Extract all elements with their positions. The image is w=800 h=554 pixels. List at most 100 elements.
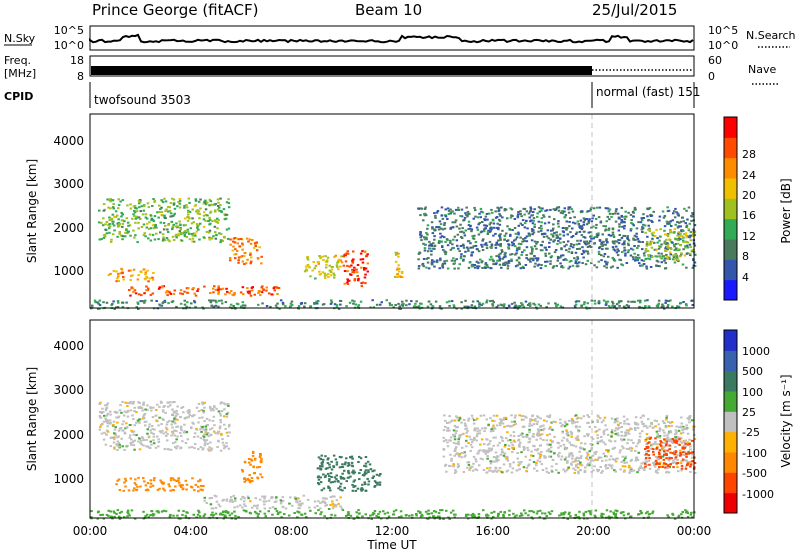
- power-cell: [432, 242, 435, 245]
- power-cell: [162, 301, 165, 304]
- power-cell: [219, 204, 222, 206]
- velocity-cell: [512, 446, 515, 449]
- velocity-cell: [481, 427, 484, 430]
- velocity-cell: [218, 505, 222, 508]
- power-cell: [511, 244, 514, 247]
- velocity-cell: [613, 440, 617, 443]
- velocity-cell: [199, 488, 202, 491]
- velocity-cell: [627, 448, 631, 451]
- velocity-cell: [116, 479, 119, 482]
- velocity-cell: [354, 489, 358, 492]
- velocity-cell: [693, 438, 697, 440]
- velocity-cell: [642, 461, 645, 464]
- power-cell: [589, 240, 592, 243]
- velocity-cell: [341, 472, 344, 475]
- power-cell: [289, 305, 293, 308]
- power-cell: [483, 243, 486, 246]
- power-cell: [605, 239, 608, 242]
- power-cell: [585, 210, 589, 213]
- power-cell: [465, 305, 468, 308]
- power-cell: [640, 259, 644, 262]
- power-cell: [639, 221, 643, 224]
- power-cell: [116, 300, 120, 302]
- power-cell: [470, 251, 474, 254]
- velocity-cell: [300, 513, 303, 516]
- power-cell: [694, 253, 697, 256]
- power-cell: [633, 300, 637, 303]
- power-cell: [490, 267, 493, 270]
- velocity-cell: [164, 411, 167, 414]
- power-cell: [179, 292, 182, 295]
- velocity-cell: [100, 432, 104, 435]
- power-cell: [306, 264, 310, 267]
- velocity-cell: [607, 515, 611, 518]
- power-cell: [533, 240, 537, 243]
- power-cell: [504, 208, 508, 211]
- power-cell: [475, 248, 479, 251]
- power-cell: [555, 237, 559, 239]
- power-cell: [685, 224, 689, 227]
- velocity-cell: [489, 417, 492, 420]
- velocity-cell: [586, 451, 589, 454]
- velocity-cell: [200, 409, 203, 412]
- power-cell: [160, 206, 163, 209]
- velocity-cell: [676, 466, 679, 469]
- velocity-cell: [573, 471, 576, 474]
- velocity-cell: [652, 442, 656, 445]
- velocity-cell: [134, 483, 138, 486]
- power-cell: [203, 285, 206, 288]
- power-cell: [618, 225, 621, 228]
- velocity-cell: [142, 477, 145, 480]
- velocity-cell: [471, 465, 474, 468]
- velocity-cell: [113, 438, 116, 441]
- power-cell: [303, 305, 306, 308]
- power-cell: [497, 228, 500, 231]
- velocity-cell: [573, 421, 576, 424]
- power-cell: [635, 232, 638, 235]
- power-cell: [144, 235, 147, 238]
- power-cell: [557, 257, 560, 260]
- power-cell: [474, 215, 477, 218]
- velocity-cell: [313, 500, 317, 503]
- velocity-cell: [674, 450, 678, 453]
- power-cell: [631, 256, 635, 259]
- velocity-cell: [102, 411, 105, 413]
- velocity-cell: [589, 456, 592, 459]
- power-cell: [444, 253, 447, 256]
- velocity-cell: [655, 469, 658, 472]
- velocity-cell: [548, 450, 551, 453]
- power-cell: [511, 241, 514, 244]
- time-axis-label: Time UT: [366, 538, 417, 552]
- velocity-cell: [486, 443, 490, 446]
- power-cell: [224, 293, 227, 296]
- power-cell: [138, 293, 141, 296]
- velocity-cell: [457, 438, 460, 441]
- velocity-cell: [256, 466, 259, 469]
- power-cell: [481, 267, 484, 269]
- velocity-cell: [602, 513, 605, 516]
- power-cell: [453, 267, 456, 270]
- power-cell: [125, 229, 128, 232]
- power-cell: [472, 217, 475, 220]
- power-cell: [385, 299, 388, 302]
- velocity-cell: [477, 450, 481, 453]
- velocity-ylabel: Slant Range [km]: [25, 367, 39, 471]
- velocity-cell: [524, 512, 527, 515]
- velocity-cell: [176, 445, 179, 448]
- velocity-cell: [455, 426, 458, 429]
- velocity-cell: [145, 445, 148, 448]
- velocity-cell: [627, 438, 630, 441]
- velocity-cell: [580, 442, 583, 445]
- velocity-colorbar-swatch: [724, 411, 737, 433]
- velocity-cell: [501, 471, 504, 474]
- velocity-cell: [604, 465, 607, 468]
- power-cell: [527, 258, 530, 261]
- power-cell: [532, 211, 535, 213]
- velocity-cell: [203, 420, 206, 423]
- velocity-cell: [112, 441, 116, 444]
- power-cell: [561, 230, 565, 233]
- power-cell: [577, 223, 580, 225]
- velocity-cell: [668, 448, 671, 451]
- power-cell: [568, 220, 571, 223]
- power-cell: [134, 206, 137, 209]
